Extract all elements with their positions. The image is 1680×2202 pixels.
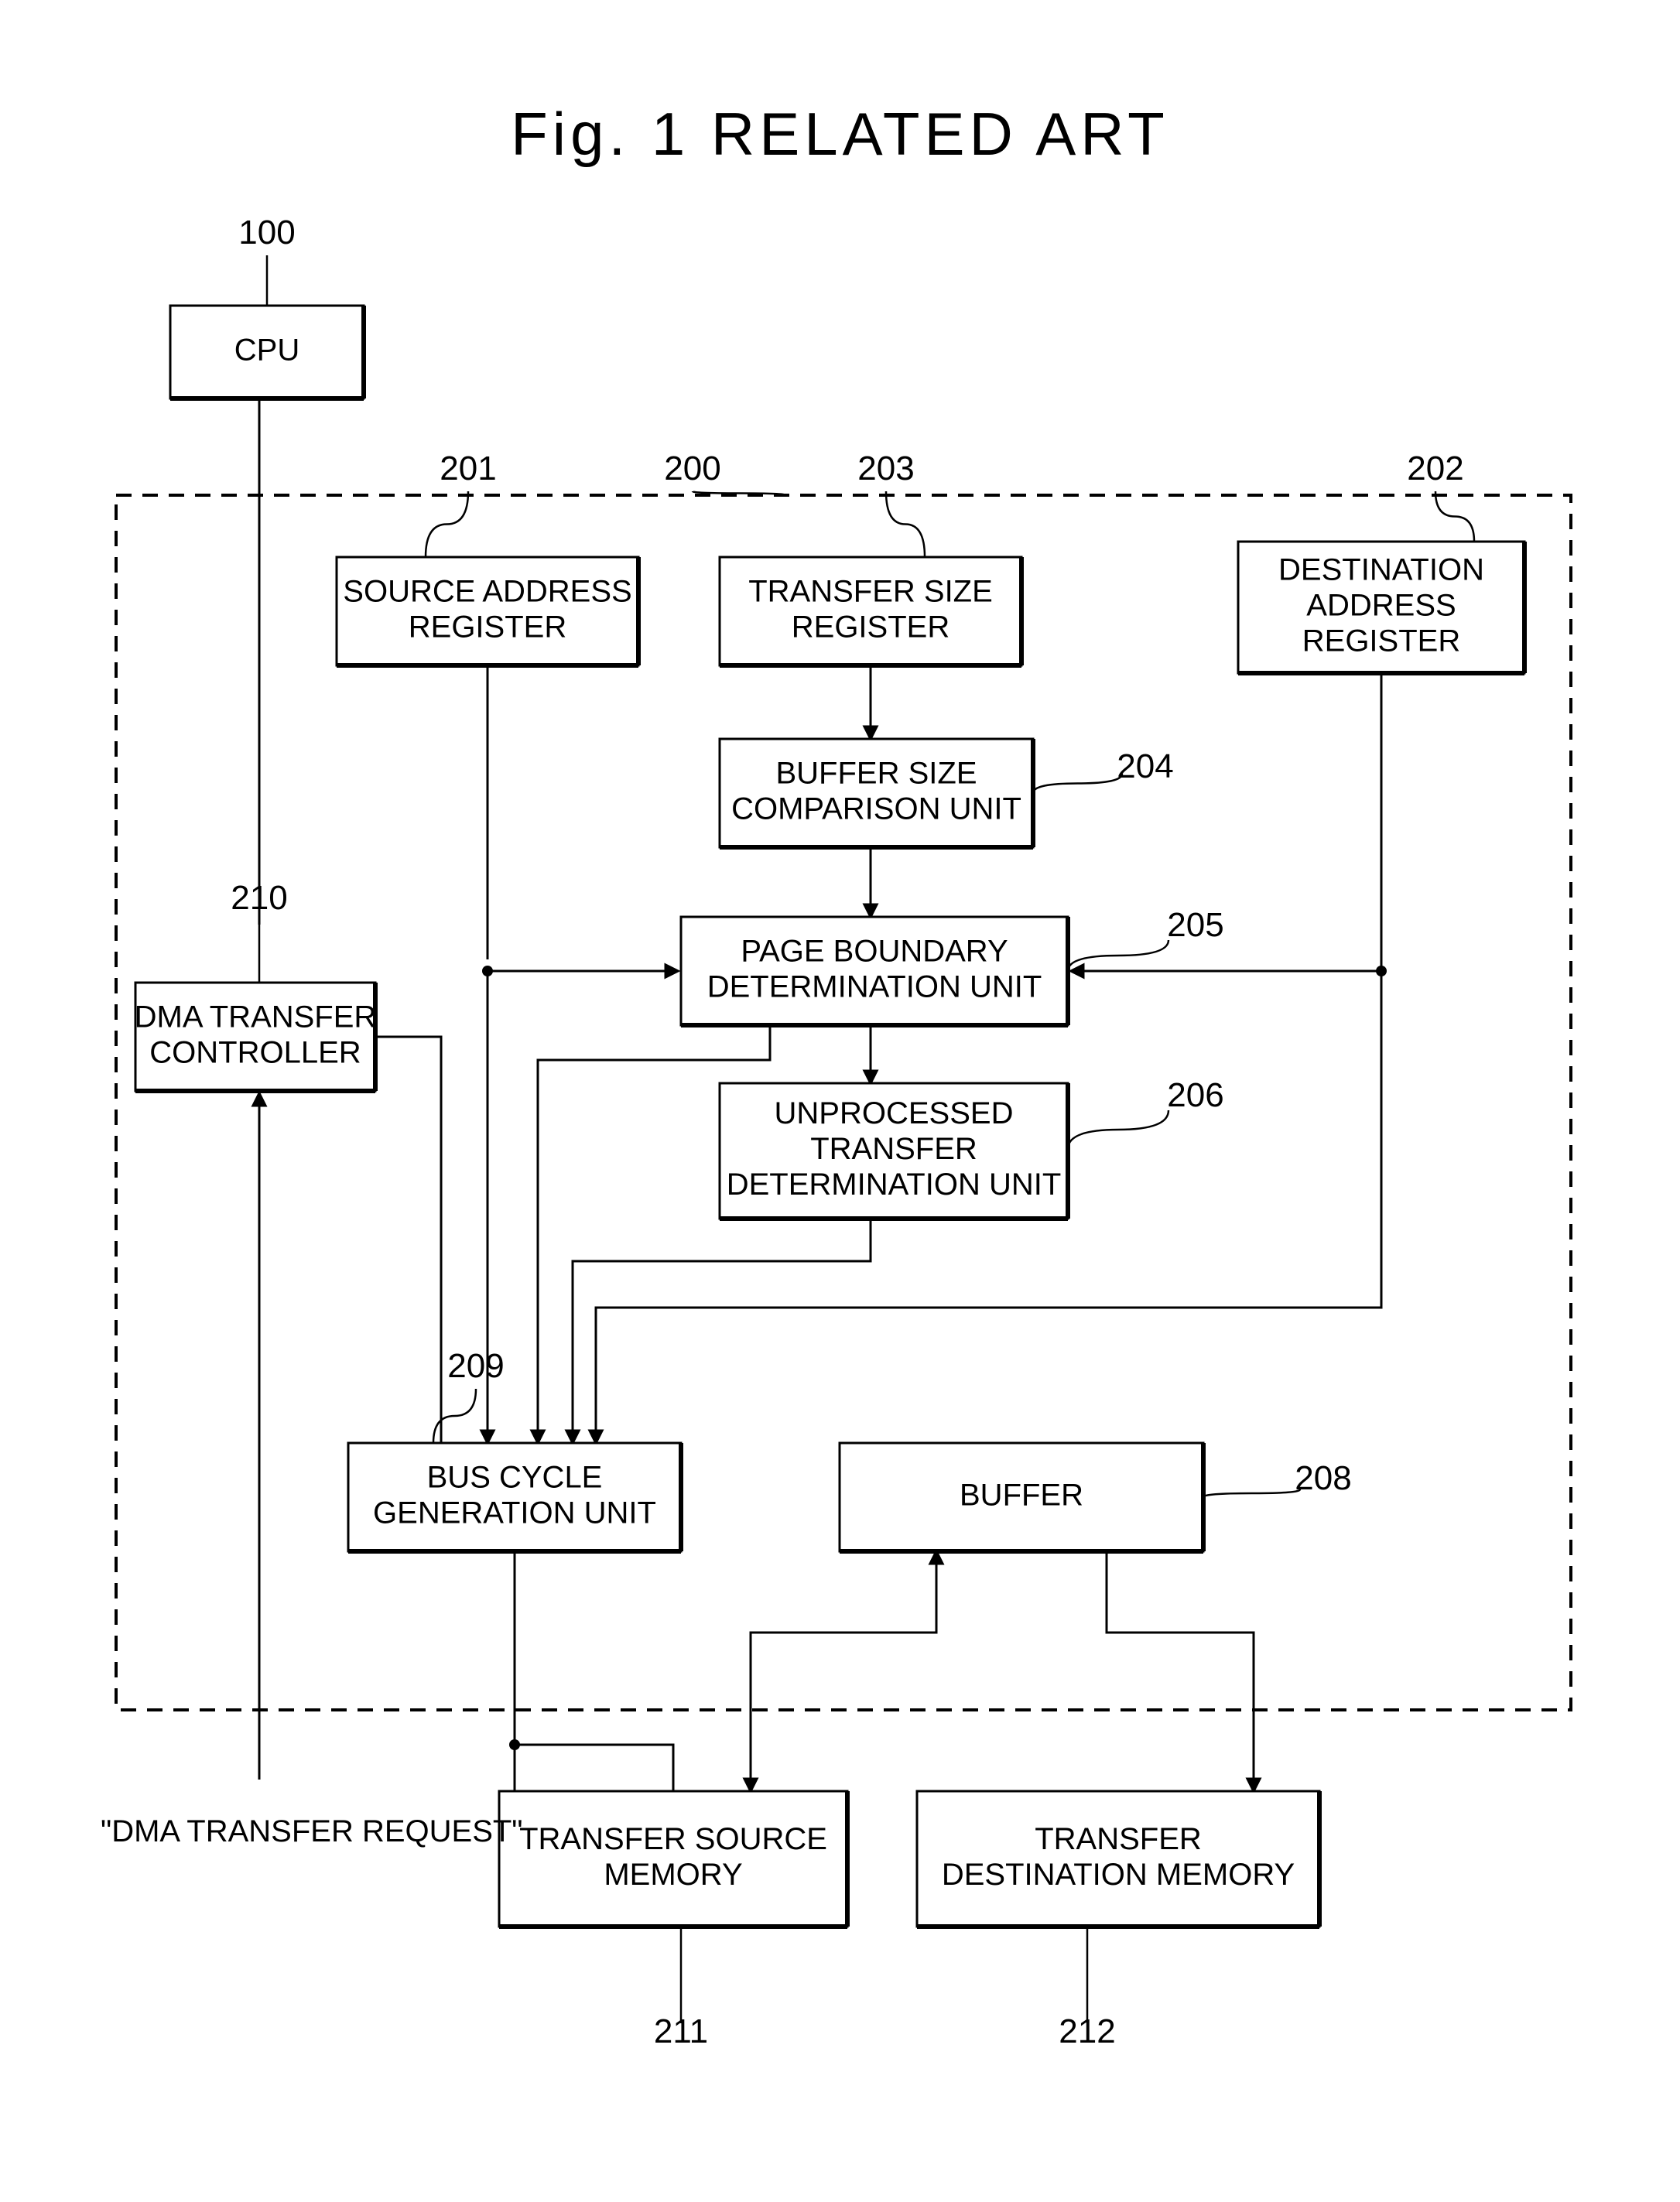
edge-16 xyxy=(751,1551,936,1791)
node-label: TRANSFER SIZE xyxy=(748,575,993,609)
edge-14 xyxy=(515,1551,673,1791)
ref-num-210: 210 xyxy=(231,879,287,917)
node-unproc: UNPROCESSEDTRANSFERDETERMINATION UNIT xyxy=(720,1083,1068,1219)
node-label: BUS CYCLE xyxy=(427,1461,603,1495)
node-label: DESTINATION MEMORY xyxy=(942,1858,1295,1892)
ref-num-212: 212 xyxy=(1059,2012,1115,2050)
node-cpu: CPU xyxy=(170,306,364,398)
ref-num-205: 205 xyxy=(1167,906,1223,944)
node-label: CPU xyxy=(234,333,299,368)
ref-num-209: 209 xyxy=(447,1347,504,1385)
leader-10 xyxy=(1203,1489,1300,1497)
node-dstmem: TRANSFERDESTINATION MEMORY xyxy=(917,1791,1319,1927)
node-label: DETERMINATION UNIT xyxy=(727,1168,1062,1202)
ref-num-208: 208 xyxy=(1295,1459,1351,1497)
leader-4 xyxy=(1435,491,1474,542)
node-label: UNPROCESSED xyxy=(775,1096,1014,1130)
node-szreg: TRANSFER SIZEREGISTER xyxy=(720,557,1021,665)
node-label: DESTINATION xyxy=(1278,553,1484,587)
diagram-svg: Fig. 1 RELATED ART200CPUSOURCE ADDRESSRE… xyxy=(0,0,1680,2202)
ref-num-200: 200 xyxy=(664,450,720,487)
node-label: BUFFER SIZE xyxy=(775,757,977,791)
node-label: TRANSFER xyxy=(1035,1822,1202,1856)
ref-num-204: 204 xyxy=(1117,747,1173,785)
ref-num-202: 202 xyxy=(1407,450,1463,487)
nodes: CPUSOURCE ADDRESSREGISTERTRANSFER SIZERE… xyxy=(135,306,1524,1927)
node-bufcmp: BUFFER SIZECOMPARISON UNIT xyxy=(720,739,1033,847)
leader-6 xyxy=(1068,940,1168,971)
node-dmactl: DMA TRANSFERCONTROLLER xyxy=(135,983,377,1091)
node-label: ADDRESS xyxy=(1306,589,1456,623)
node-dstreg: DESTINATIONADDRESSREGISTER xyxy=(1238,542,1524,673)
node-label: COMPARISON UNIT xyxy=(731,792,1021,826)
node-label: PAGE BOUNDARY xyxy=(741,935,1008,969)
leader-7 xyxy=(1068,1110,1168,1149)
ref-num-203: 203 xyxy=(857,450,914,487)
diagram-root: Fig. 1 RELATED ART200CPUSOURCE ADDRESSRE… xyxy=(0,0,1680,2202)
node-label: TRANSFER xyxy=(810,1132,977,1166)
node-label: SOURCE ADDRESS xyxy=(343,575,631,609)
leader-9 xyxy=(433,1389,476,1443)
node-srcmem: TRANSFER SOURCEMEMORY xyxy=(499,1791,847,1927)
ref-num-201: 201 xyxy=(440,450,496,487)
node-label: MEMORY xyxy=(604,1858,742,1892)
edge-12 xyxy=(378,1037,681,1497)
dma-transfer-request-label: "DMA TRANSFER REQUEST" xyxy=(101,1814,523,1848)
node-label: REGISTER xyxy=(409,610,566,645)
node-busgen: BUS CYCLEGENERATION UNIT xyxy=(348,1443,681,1551)
node-srcreg: SOURCE ADDRESSREGISTER xyxy=(337,557,638,665)
leader-1 xyxy=(426,491,468,557)
node-label: TRANSFER SOURCE xyxy=(519,1822,827,1856)
node-label: BUFFER xyxy=(960,1479,1083,1513)
node-label: REGISTER xyxy=(792,610,949,645)
edge-17 xyxy=(1107,1551,1254,1791)
node-label: DMA TRANSFER xyxy=(135,1000,377,1034)
ref-num-100: 100 xyxy=(238,214,295,251)
node-pgbnd: PAGE BOUNDARYDETERMINATION UNIT xyxy=(681,917,1068,1025)
ref-num-206: 206 xyxy=(1167,1076,1223,1114)
node-buffer: BUFFER xyxy=(840,1443,1203,1551)
leader-5 xyxy=(1033,774,1122,793)
edge-11 xyxy=(573,1219,871,1443)
node-label: CONTROLLER xyxy=(149,1036,361,1070)
node-label: DETERMINATION UNIT xyxy=(707,970,1042,1004)
node-label: GENERATION UNIT xyxy=(373,1496,656,1530)
leader-3 xyxy=(886,491,925,557)
ref-num-211: 211 xyxy=(654,2012,708,2050)
node-label: REGISTER xyxy=(1302,624,1460,658)
figure-title: Fig. 1 RELATED ART xyxy=(511,100,1169,168)
